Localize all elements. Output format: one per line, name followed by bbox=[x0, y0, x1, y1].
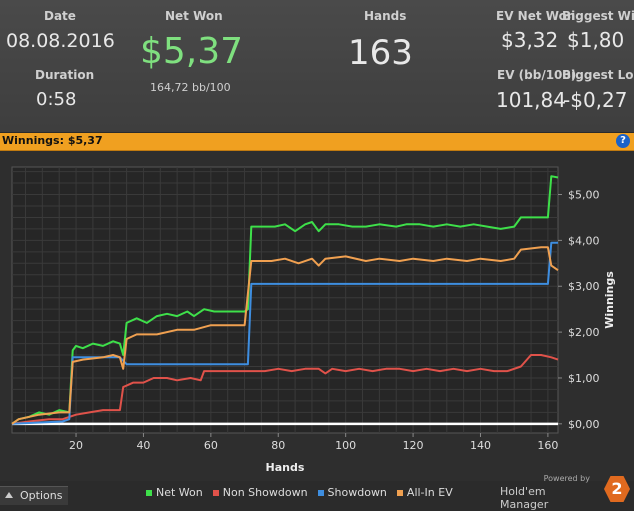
ev-bb100-label: EV (bb/100) bbox=[497, 68, 577, 82]
y-tick-label: $2,00 bbox=[568, 326, 600, 339]
bb100-value: 164,72 bb/100 bbox=[150, 81, 231, 94]
legend-swatch bbox=[396, 490, 403, 496]
hands-label: Hands bbox=[364, 9, 407, 23]
winnings-chart: $0,00 $1,00 $2,00 $3,00 $4,00 $5,00 20 40 60 80 10… bbox=[11, 166, 616, 474]
x-tick-label: 100 bbox=[335, 439, 356, 452]
legend-swatch bbox=[146, 490, 152, 496]
stats-panel: Date 08.08.2016 Duration 0:58 Net Won $5… bbox=[0, 0, 634, 132]
legend-label: Net Won bbox=[156, 486, 203, 499]
x-tick-label: 40 bbox=[136, 439, 150, 452]
ev-bb100-value: 101,84 bbox=[496, 88, 566, 112]
biggest-win-label: Biggest Win bbox=[562, 9, 634, 23]
x-axis-label: Hands bbox=[266, 461, 305, 474]
brand: Powered by Hold'em Manager 2 bbox=[500, 474, 630, 511]
legend-label: Showdown bbox=[327, 486, 387, 499]
legend-item: All-In EV bbox=[396, 486, 453, 499]
legend-swatch bbox=[317, 490, 324, 496]
y-tick-label: $5,00 bbox=[568, 189, 600, 202]
brand-name: Hold'em Manager bbox=[500, 485, 549, 511]
biggest-win-value: $1,80 bbox=[567, 28, 625, 52]
legend-label: Non Showdown bbox=[222, 486, 308, 499]
options-label: Options bbox=[20, 489, 63, 502]
y-axis-label: Winnings bbox=[603, 271, 616, 329]
x-tick-label: 20 bbox=[69, 439, 83, 452]
biggest-loss-label: Biggest Loss bbox=[562, 68, 634, 82]
question-icon[interactable]: ? bbox=[616, 134, 630, 148]
series-line-all-in-ev bbox=[11, 246, 559, 425]
date-value: 08.08.2016 bbox=[6, 30, 115, 52]
powered-by-text: Powered by bbox=[543, 474, 590, 483]
date-label: Date bbox=[44, 9, 76, 23]
netwon-value: $5,37 bbox=[140, 31, 244, 72]
duration-value: 0:58 bbox=[36, 89, 77, 110]
triangle-up-icon bbox=[5, 492, 13, 498]
legend-item: Showdown bbox=[317, 486, 387, 499]
hm2-logo: 2 bbox=[604, 476, 630, 502]
ev-net-won-value: $3,32 bbox=[501, 28, 559, 52]
winnings-banner: Winnings: $5,37 ? bbox=[0, 133, 634, 151]
ev-net-won-label: EV Net Won bbox=[496, 9, 576, 23]
legend-swatch bbox=[212, 490, 219, 496]
x-tick-label: 80 bbox=[271, 439, 285, 452]
netwon-label: Net Won bbox=[165, 9, 223, 23]
chart-legend: Net Won Non Showdown Showdown All-In EV bbox=[146, 486, 463, 499]
y-tick-label: $1,00 bbox=[568, 372, 600, 385]
y-tick-label: $4,00 bbox=[568, 234, 600, 247]
x-tick-label: 120 bbox=[403, 439, 424, 452]
x-tick-label: 160 bbox=[537, 439, 558, 452]
legend-item: Non Showdown bbox=[212, 486, 308, 499]
x-tick-label: 60 bbox=[204, 439, 218, 452]
biggest-loss-value: -$0,27 bbox=[563, 88, 628, 112]
hands-value: 163 bbox=[348, 33, 413, 73]
legend-label: All-In EV bbox=[406, 486, 453, 499]
chart-area: $0,00 $1,00 $2,00 $3,00 $4,00 $5,00 20 40 60 80 10… bbox=[0, 151, 634, 481]
series-line-non-showdown bbox=[11, 354, 559, 425]
x-tick-label: 140 bbox=[470, 439, 491, 452]
banner-text: Winnings: $5,37 bbox=[2, 134, 103, 147]
y-tick-label: $3,00 bbox=[568, 280, 600, 293]
plot-background bbox=[11, 166, 559, 434]
y-tick-label: $0,00 bbox=[568, 418, 600, 431]
legend-item: Net Won bbox=[146, 486, 203, 499]
options-button[interactable]: Options bbox=[0, 486, 68, 505]
duration-label: Duration bbox=[35, 68, 95, 82]
